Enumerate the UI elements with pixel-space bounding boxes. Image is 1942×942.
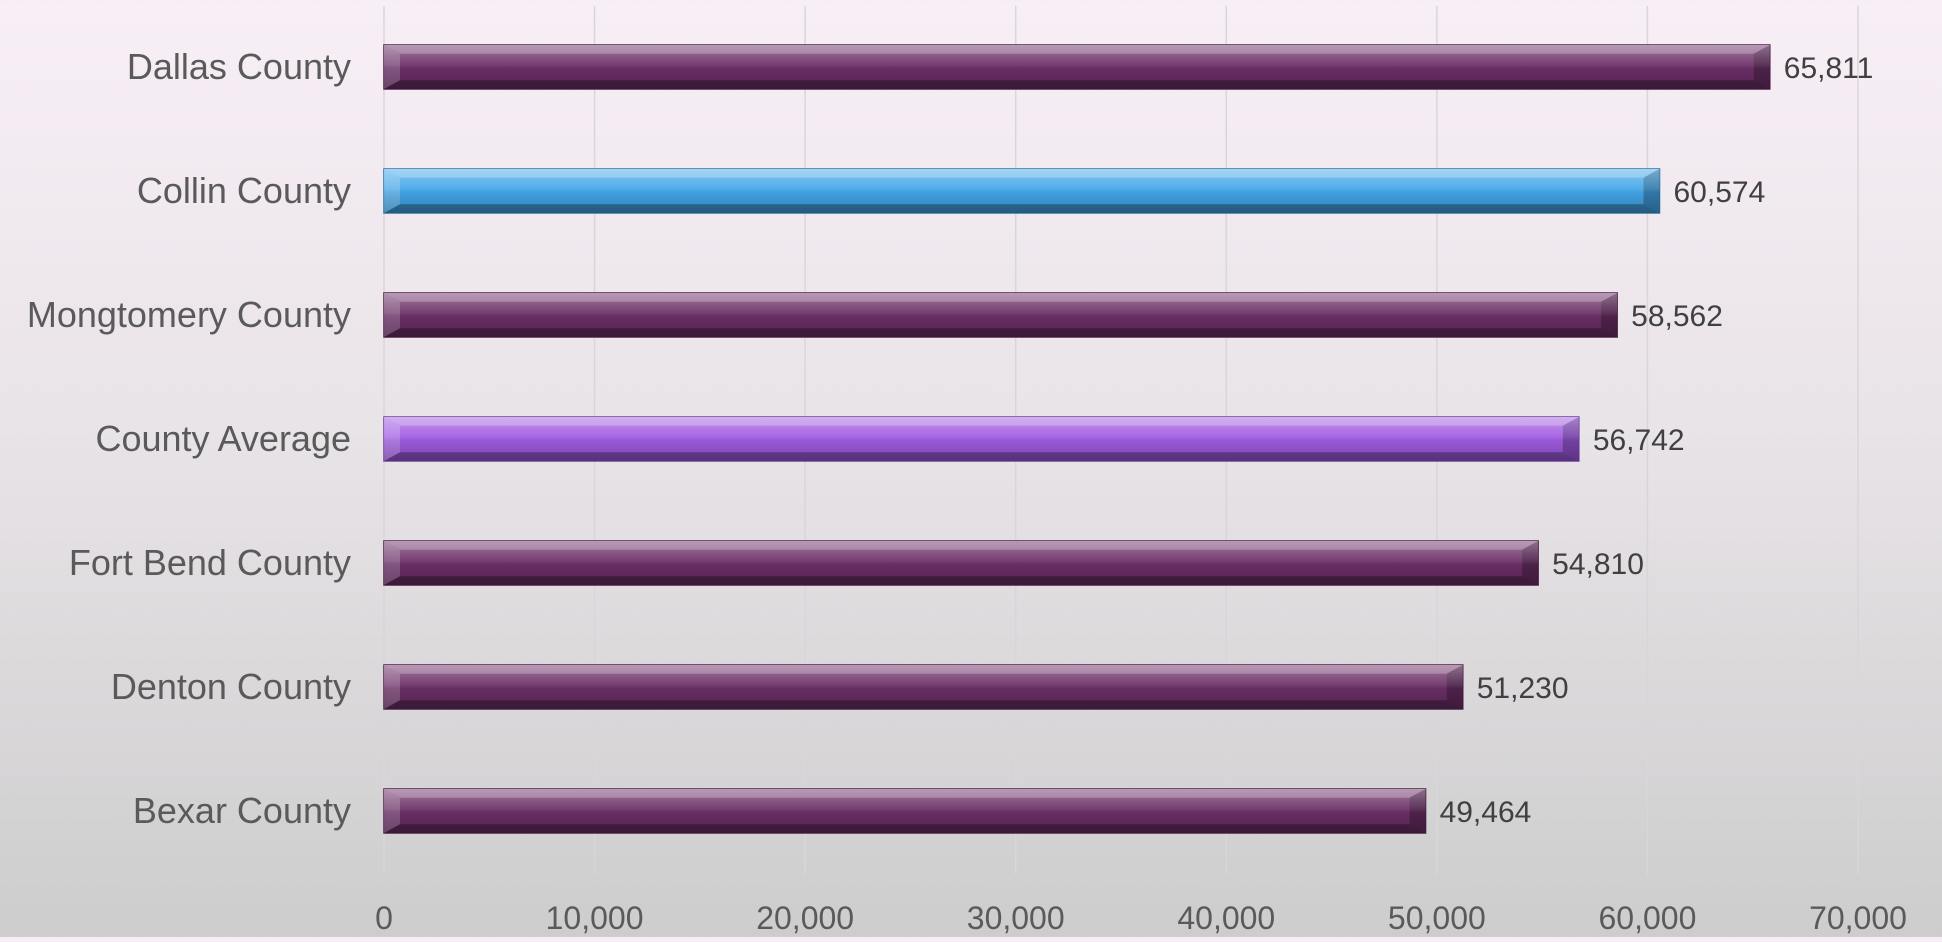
bar-gloss: [384, 789, 1426, 833]
data-label: 51,230: [1477, 672, 1569, 705]
category-label: Collin County: [137, 170, 351, 211]
bar-gloss: [384, 293, 1618, 337]
x-tick-label: 40,000: [1177, 900, 1275, 936]
bar-gloss: [384, 45, 1770, 89]
x-tick-label: 30,000: [967, 900, 1065, 936]
bar-gloss: [384, 169, 1660, 213]
bar-gloss: [384, 541, 1539, 585]
bar-group: [383, 168, 1661, 214]
category-label: Dallas County: [127, 46, 351, 87]
bar-group: [383, 788, 1427, 834]
bar-gloss: [384, 417, 1579, 461]
bar-group: [383, 292, 1618, 338]
bar-gloss: [384, 665, 1463, 709]
category-label: Mongtomery County: [27, 294, 351, 335]
x-tick-label: 10,000: [546, 900, 644, 936]
x-tick-label: 0: [375, 900, 393, 936]
bar-group: [383, 540, 1539, 586]
category-label: County Average: [95, 418, 351, 459]
category-label: Bexar County: [133, 790, 351, 831]
data-label: 56,742: [1593, 424, 1685, 457]
data-label: 54,810: [1552, 548, 1644, 581]
category-label: Denton County: [111, 666, 351, 707]
bars: [383, 44, 1771, 834]
data-label: 58,562: [1631, 300, 1723, 333]
bar-group: [383, 664, 1464, 710]
x-tick-label: 50,000: [1388, 900, 1486, 936]
category-label: Fort Bend County: [69, 542, 351, 583]
x-tick-label: 60,000: [1598, 900, 1696, 936]
labels: 0 10,000 20,000 30,000 40,000 50,000 60,000 70,…: [27, 46, 1907, 936]
x-tick-label: 70,000: [1809, 900, 1907, 936]
data-label: 60,574: [1674, 176, 1766, 209]
data-label: 65,811: [1784, 52, 1874, 85]
data-label: 49,464: [1440, 796, 1532, 829]
x-tick-label: 20,000: [756, 900, 854, 936]
bar-group: [383, 416, 1580, 462]
bar-group: [383, 44, 1771, 90]
